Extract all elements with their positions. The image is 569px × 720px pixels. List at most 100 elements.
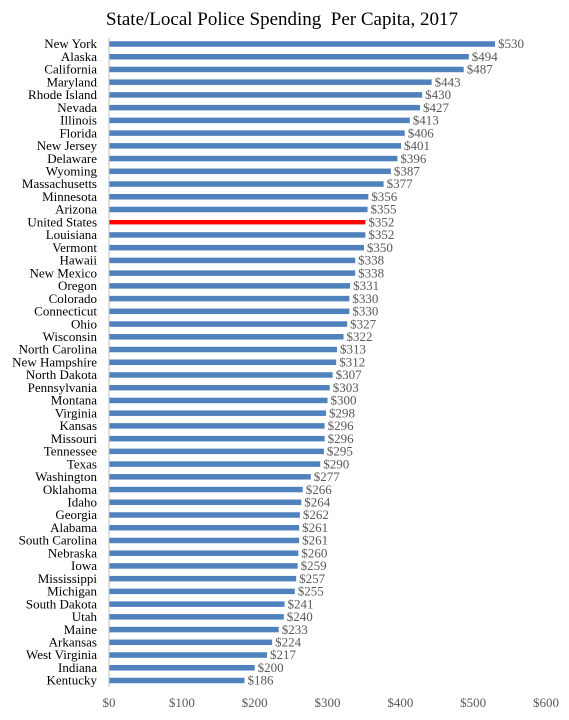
category-label: Vermont	[52, 240, 97, 255]
bar	[109, 550, 299, 556]
x-tick-label: $400	[387, 695, 413, 710]
value-label: $224	[275, 635, 302, 650]
category-label: New Mexico	[29, 265, 97, 280]
value-label: $303	[333, 380, 359, 395]
bar	[109, 435, 325, 442]
category-label: United States	[27, 214, 97, 229]
value-label: $200	[258, 660, 284, 675]
value-label: $259	[301, 558, 327, 573]
bar	[109, 334, 344, 340]
x-tick-label: $100	[169, 695, 195, 710]
category-label: Oklahoma	[43, 482, 97, 497]
value-label: $413	[413, 113, 439, 128]
category-label: Louisiana	[46, 227, 97, 242]
value-label: $352	[368, 227, 394, 242]
value-label: $241	[288, 596, 314, 611]
bar	[109, 155, 398, 162]
value-label: $427	[423, 100, 450, 115]
value-label: $261	[302, 520, 328, 535]
value-label: $233	[282, 622, 308, 637]
value-label: $262	[303, 507, 329, 522]
value-label: $277	[314, 469, 341, 484]
bar	[109, 359, 337, 365]
value-label: $322	[347, 329, 373, 344]
category-label: Illinois	[60, 113, 97, 128]
category-label: Kansas	[59, 418, 97, 433]
chart-title: State/Local Police Spending Per Capita, …	[106, 9, 458, 30]
category-label: Massachusetts	[22, 176, 97, 191]
value-label: $396	[400, 151, 427, 166]
bar	[109, 524, 300, 531]
value-label: $330	[352, 304, 378, 319]
value-label: $312	[339, 354, 365, 369]
category-label: Ohio	[71, 316, 97, 331]
bar	[109, 168, 391, 175]
bar	[109, 588, 295, 595]
category-label: Wisconsin	[43, 329, 98, 344]
category-label: Connecticut	[34, 304, 97, 319]
bar	[109, 372, 333, 378]
bar	[109, 232, 366, 238]
bar	[109, 474, 311, 480]
x-tick-labels-group: $0 $100 $200 $300 $400 $500 $600	[103, 695, 560, 710]
category-label: West Virginia	[26, 647, 97, 662]
category-label: Florida	[59, 125, 97, 140]
bar	[109, 143, 402, 149]
value-label: $352	[368, 214, 394, 229]
bar	[109, 321, 348, 327]
category-label: Missouri	[51, 431, 98, 446]
x-tick-label: $600	[533, 695, 559, 710]
category-label: Alaska	[61, 49, 97, 64]
bar	[109, 346, 337, 353]
value-label: $307	[336, 367, 363, 382]
category-label: New Jersey	[37, 138, 98, 153]
category-label: California	[44, 62, 97, 77]
bar	[109, 104, 420, 111]
bar	[109, 652, 268, 658]
category-label: Colorado	[49, 291, 97, 306]
value-label: $186	[247, 673, 274, 688]
bar	[109, 486, 303, 493]
bar	[109, 92, 423, 98]
category-label: Nevada	[57, 100, 97, 115]
value-label: $260	[301, 545, 327, 560]
value-label: $356	[371, 189, 398, 204]
x-tick-label: $500	[460, 695, 486, 710]
value-label: $350	[367, 240, 393, 255]
category-label: Utah	[72, 609, 98, 624]
bar	[109, 257, 356, 264]
category-label: Oregon	[58, 278, 97, 293]
value-label: $330	[352, 291, 378, 306]
category-label: Maryland	[46, 74, 97, 89]
value-labels-group: $530$494$487 $443$430$427$413$406$401$396…	[247, 36, 524, 688]
value-label: $494	[472, 49, 499, 64]
category-label: New Hampshire	[12, 354, 97, 369]
value-label: $327	[350, 316, 377, 331]
x-tick-label: $200	[242, 695, 268, 710]
bar	[109, 130, 405, 136]
bar	[109, 575, 297, 582]
bar	[109, 601, 285, 607]
category-label: Tennessee	[44, 444, 97, 459]
value-label: $296	[328, 418, 355, 433]
category-label: Wyoming	[46, 164, 98, 179]
category-label: New York	[44, 36, 97, 51]
value-label: $387	[394, 164, 421, 179]
category-label: Michigan	[47, 584, 97, 599]
category-label: Washington	[35, 469, 97, 484]
category-label: Alabama	[50, 520, 97, 535]
value-label: $257	[299, 571, 326, 586]
value-label: $487	[467, 62, 494, 77]
bar	[109, 244, 364, 251]
bar	[109, 41, 496, 47]
category-label: Nebraska	[48, 545, 97, 560]
value-label: $338	[358, 265, 384, 280]
category-label: Rhode Island	[28, 87, 97, 102]
bar	[109, 626, 279, 633]
bar	[109, 499, 302, 506]
bar	[109, 665, 255, 671]
category-label: South Carolina	[19, 533, 98, 548]
category-label: South Dakota	[26, 596, 97, 611]
value-label: $255	[298, 584, 324, 599]
